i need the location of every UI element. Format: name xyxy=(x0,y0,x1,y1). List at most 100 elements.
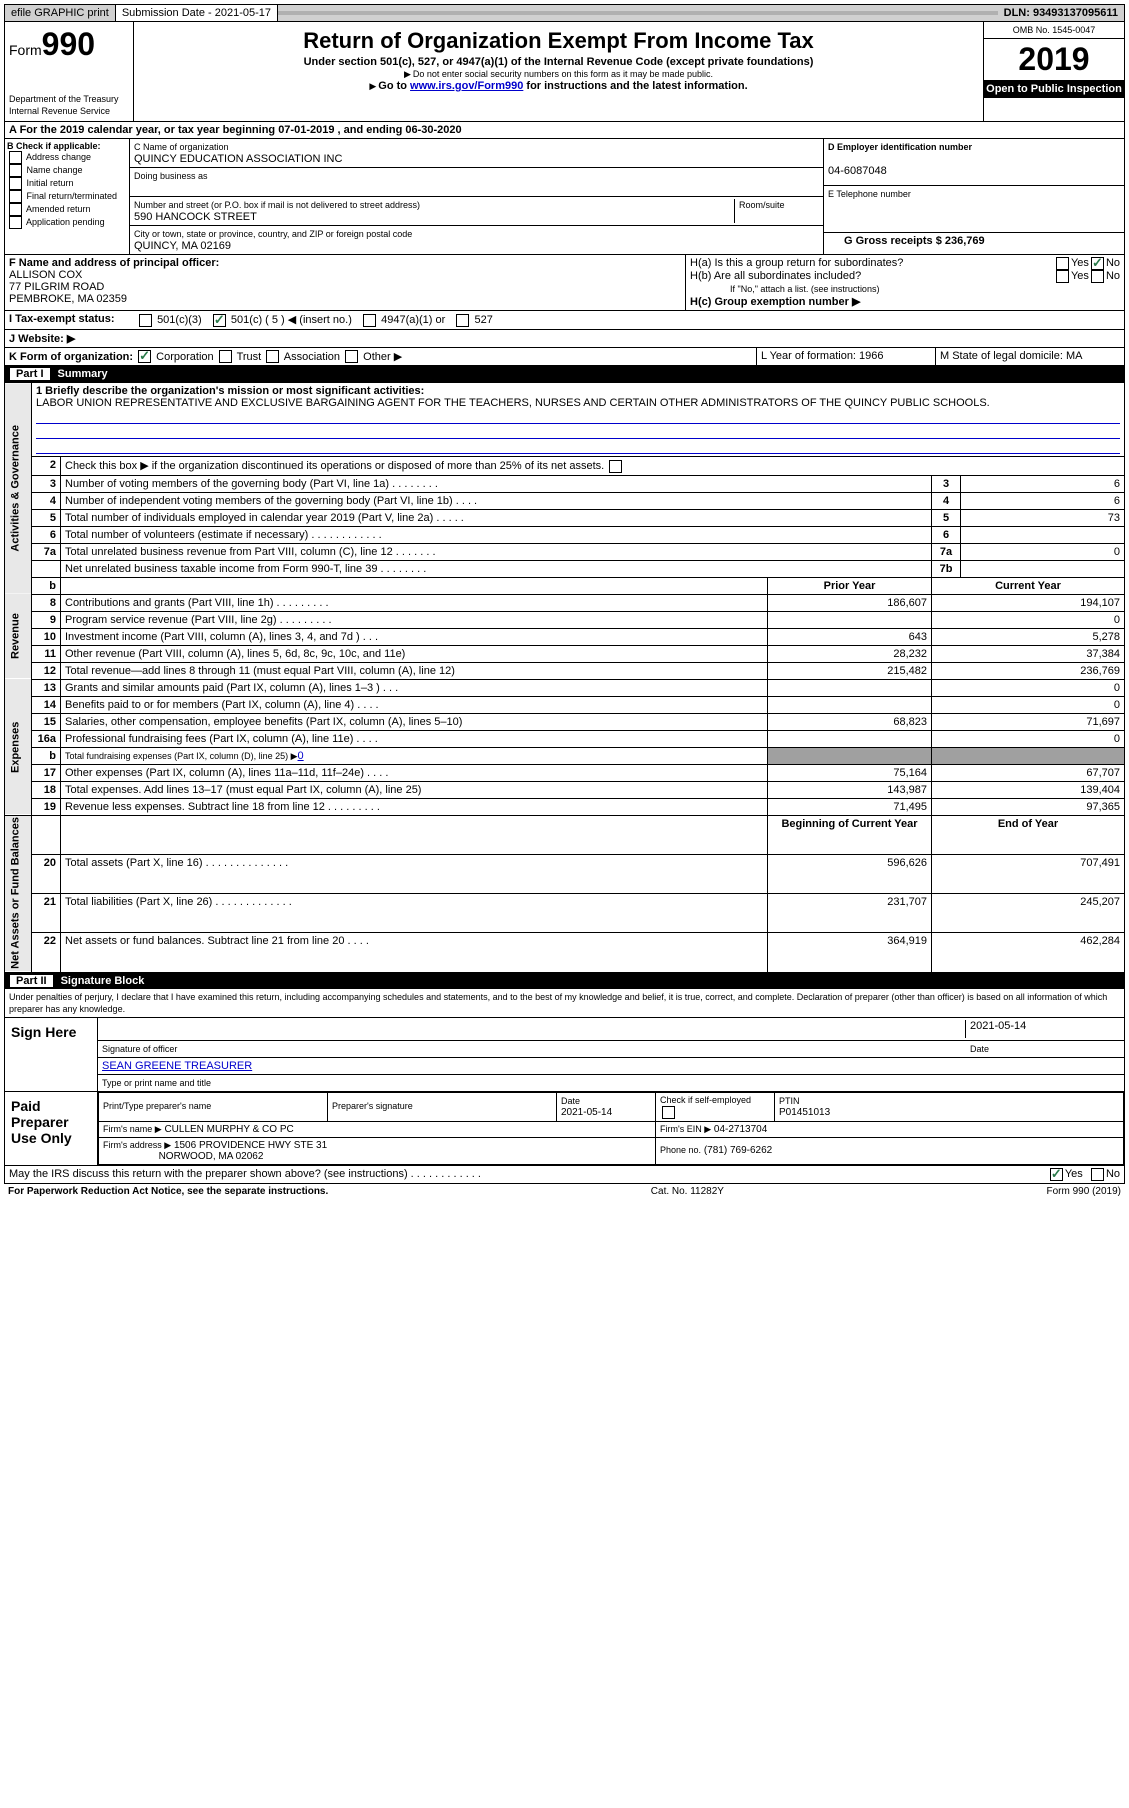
l10p: 643 xyxy=(768,628,932,645)
form990-link[interactable]: www.irs.gov/Form990 xyxy=(410,80,523,92)
cb-name-change[interactable] xyxy=(9,164,22,177)
street-label: Number and street (or P.O. box if mail i… xyxy=(134,200,420,210)
l6: Total number of volunteers (estimate if … xyxy=(61,526,932,543)
section-fh: F Name and address of principal officer:… xyxy=(4,255,1125,311)
e-label: E Telephone number xyxy=(828,189,911,199)
part2-num: Part II xyxy=(10,975,53,987)
firm-addr-label: Firm's address ▶ xyxy=(103,1140,171,1150)
cb-501c3[interactable] xyxy=(139,314,152,327)
officer-addr1: 77 PILGRIM ROAD xyxy=(9,281,104,293)
cb-4947[interactable] xyxy=(363,314,376,327)
l22: Net assets or fund balances. Subtract li… xyxy=(61,933,768,972)
cb-self-employed[interactable] xyxy=(662,1106,675,1119)
l16ap xyxy=(768,730,932,747)
l18: Total expenses. Add lines 13–17 (must eq… xyxy=(61,781,768,798)
firm-addr1: 1506 PROVIDENCE HWY STE 31 xyxy=(174,1140,327,1151)
sig-date-label: Date xyxy=(970,1044,989,1054)
l4: Number of independent voting members of … xyxy=(61,492,932,509)
omb-number: OMB No. 1545-0047 xyxy=(1013,25,1096,35)
l13p xyxy=(768,679,932,696)
l9p xyxy=(768,611,932,628)
l8: Contributions and grants (Part VIII, lin… xyxy=(61,594,768,611)
l15c: 71,697 xyxy=(932,713,1125,730)
form-title: Return of Organization Exempt From Incom… xyxy=(138,28,979,54)
c-name-label: C Name of organization xyxy=(134,142,229,152)
l8c: 194,107 xyxy=(932,594,1125,611)
cb-527[interactable] xyxy=(456,314,469,327)
cb-ha-yes[interactable] xyxy=(1056,257,1069,270)
firm-name-label: Firm's name ▶ xyxy=(103,1124,162,1134)
cb-other[interactable] xyxy=(345,350,358,363)
l7a-val: 0 xyxy=(961,543,1125,560)
part1-num: Part I xyxy=(10,368,50,380)
l20: Total assets (Part X, line 16) . . . . .… xyxy=(61,854,768,893)
cb-discuss-no[interactable] xyxy=(1091,1168,1104,1181)
org-name: QUINCY EDUCATION ASSOCIATION INC xyxy=(134,153,342,165)
printed-label: Type or print name and title xyxy=(102,1078,211,1088)
l15p: 68,823 xyxy=(768,713,932,730)
f-label: F Name and address of principal officer: xyxy=(9,257,219,269)
cb-l2[interactable] xyxy=(609,460,622,473)
prep-date-label: Date xyxy=(561,1096,580,1106)
i-label: I Tax-exempt status: xyxy=(9,313,115,325)
header-sub3-pre: Go to xyxy=(378,80,410,92)
sig-date: 2021-05-14 xyxy=(965,1020,1120,1038)
l9: Program service revenue (Part VIII, line… xyxy=(61,611,768,628)
l2: Check this box ▶ if the organization dis… xyxy=(65,460,604,472)
l16a: Professional fundraising fees (Part IX, … xyxy=(61,730,768,747)
l3: Number of voting members of the governin… xyxy=(61,475,932,492)
cb-initial-return[interactable] xyxy=(9,177,22,190)
form-label: Form xyxy=(9,42,42,58)
l17p: 75,164 xyxy=(768,764,932,781)
l16ac: 0 xyxy=(932,730,1125,747)
cb-final-return[interactable] xyxy=(9,190,22,203)
l12c: 236,769 xyxy=(932,662,1125,679)
l11p: 28,232 xyxy=(768,645,932,662)
mission-text: LABOR UNION REPRESENTATIVE AND EXCLUSIVE… xyxy=(36,397,990,409)
l18c: 139,404 xyxy=(932,781,1125,798)
l21: Total liabilities (Part X, line 26) . . … xyxy=(61,894,768,933)
cb-501c[interactable] xyxy=(213,314,226,327)
ein: 04-6087048 xyxy=(828,165,887,177)
hb-note: If "No," attach a list. (see instruction… xyxy=(730,284,879,294)
cb-corp[interactable] xyxy=(138,350,151,363)
phone: (781) 769-6262 xyxy=(704,1145,772,1156)
sign-here-label: Sign Here xyxy=(5,1018,98,1091)
cb-trust[interactable] xyxy=(219,350,232,363)
cb-hb-yes[interactable] xyxy=(1056,270,1069,283)
efile-label: efile GRAPHIC print xyxy=(5,5,116,21)
cb-hb-no[interactable] xyxy=(1091,270,1104,283)
l6-val xyxy=(961,526,1125,543)
cb-app-pending[interactable] xyxy=(9,216,22,229)
cb-ha-no[interactable] xyxy=(1091,257,1104,270)
footer-left: For Paperwork Reduction Act Notice, see … xyxy=(8,1186,328,1197)
l20p: 596,626 xyxy=(768,854,932,893)
begin-hdr: Beginning of Current Year xyxy=(781,818,917,830)
l7b: Net unrelated business taxable income fr… xyxy=(61,560,932,577)
l15: Salaries, other compensation, employee b… xyxy=(61,713,768,730)
top-bar: efile GRAPHIC print Submission Date - 20… xyxy=(4,4,1125,22)
l19p: 71,495 xyxy=(768,798,932,815)
side-expenses: Expenses xyxy=(5,679,32,815)
ptin-label: PTIN xyxy=(779,1096,800,1106)
side-activities: Activities & Governance xyxy=(5,383,32,595)
room-label: Room/suite xyxy=(739,200,785,210)
l19c: 97,365 xyxy=(932,798,1125,815)
cb-amended[interactable] xyxy=(9,203,22,216)
part1-header: Part I Summary xyxy=(4,366,1125,382)
l18p: 143,987 xyxy=(768,781,932,798)
cb-discuss-yes[interactable] xyxy=(1050,1168,1063,1181)
dept-treasury: Department of the Treasury xyxy=(9,94,119,104)
printed-name: SEAN GREENE TREASURER xyxy=(102,1060,252,1072)
cb-address-change[interactable] xyxy=(9,151,22,164)
irs-label: Internal Revenue Service xyxy=(9,106,110,116)
hb-label: H(b) Are all subordinates included? xyxy=(690,270,1054,283)
prior-year-hdr: Prior Year xyxy=(824,580,876,592)
discuss-label: May the IRS discuss this return with the… xyxy=(9,1168,1048,1181)
l21c: 245,207 xyxy=(932,894,1125,933)
cb-assoc[interactable] xyxy=(266,350,279,363)
declaration: Under penalties of perjury, I declare th… xyxy=(9,992,1107,1014)
header-sub3-post: for instructions and the latest informat… xyxy=(523,80,747,92)
part1-title: Summary xyxy=(58,368,108,380)
header-sub1: Under section 501(c), 527, or 4947(a)(1)… xyxy=(304,56,814,68)
